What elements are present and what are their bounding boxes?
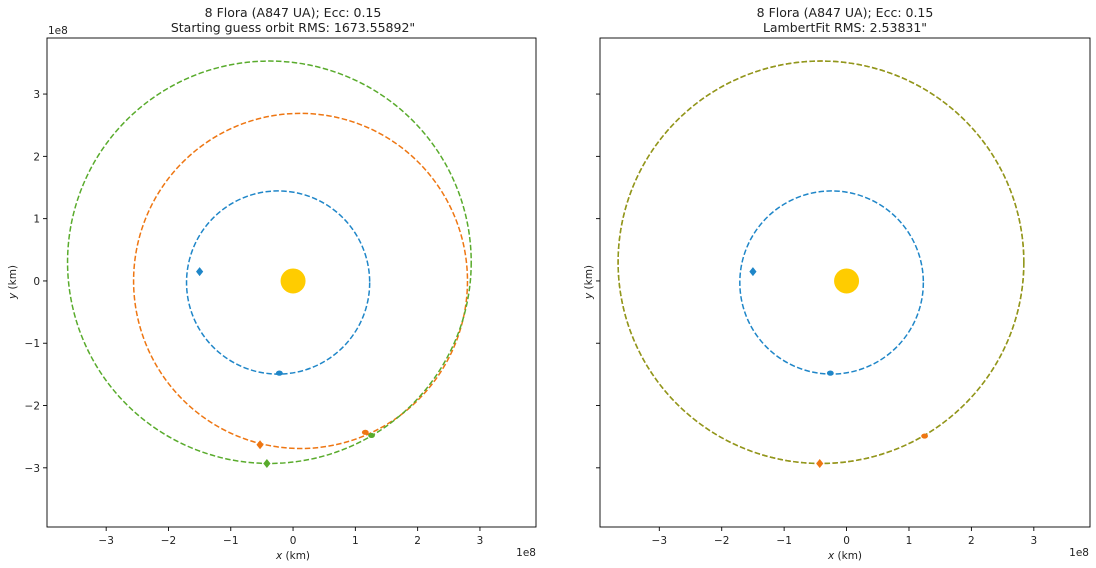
y-tick-label: 2 [33, 151, 40, 163]
sun-marker [834, 268, 860, 294]
x-tick-label: 0 [843, 535, 850, 547]
x-tick-label: 3 [1030, 535, 1037, 547]
position-marker [921, 433, 928, 439]
chart-panel-left: 8 Flora (A847 UA); Ecc: 0.15 Starting gu… [7, 5, 537, 562]
x-tick-label: −1 [223, 535, 238, 547]
sun-marker [280, 268, 306, 294]
position-marker [361, 429, 369, 435]
x-tick-label: 3 [477, 535, 484, 547]
y-axis-label: y (km) [7, 265, 19, 300]
position-marker [749, 267, 757, 277]
y-axis-exponent: 1e8 [48, 25, 68, 37]
orbit-path [617, 60, 1025, 465]
x-tick-label: −1 [776, 535, 791, 547]
x-axis-label: x (km) [827, 550, 862, 562]
x-tick-label: 0 [290, 535, 297, 547]
y-tick-label: −2 [25, 401, 40, 413]
position-marker [263, 458, 271, 468]
y-tick-label: −1 [25, 338, 40, 350]
x-axis-exponent: 1e8 [516, 547, 536, 559]
x-tick-label: −2 [161, 535, 176, 547]
orbit-path [66, 60, 472, 465]
chart-panel-right: 8 Flora (A847 UA); Ecc: 0.15 LambertFit … [583, 5, 1091, 562]
x-tick-label: 2 [414, 535, 421, 547]
x-axis-label: x (km) [275, 550, 310, 562]
x-tick-label: −3 [652, 535, 667, 547]
y-tick-label: −3 [25, 463, 40, 475]
orbit-path [185, 190, 371, 375]
y-tick-label: 1 [33, 214, 40, 226]
plot-area: −3 −2 −1 0 1 2 3 [596, 37, 1091, 547]
y-tick-label: 0 [33, 276, 40, 288]
x-tick-label: 2 [968, 535, 975, 547]
y-axis-label: y (km) [583, 265, 595, 300]
position-marker [826, 370, 834, 376]
position-marker [256, 440, 264, 450]
x-tick-label: 1 [352, 535, 359, 547]
orbit-path [617, 60, 1025, 465]
position-marker [368, 432, 375, 439]
orbit-path [739, 190, 925, 375]
plot-area: −3 −2 −1 0 1 2 3 −3 −2 −1 0 1 2 3 [25, 37, 537, 547]
x-tick-label: 1 [906, 535, 913, 547]
x-tick-label: −3 [98, 535, 113, 547]
chart-title-line1: 8 Flora (A847 UA); Ecc: 0.15 [757, 5, 934, 20]
orbit-path [132, 112, 469, 450]
x-tick-label: −2 [714, 535, 729, 547]
position-marker [196, 267, 204, 277]
chart-title-line1: 8 Flora (A847 UA); Ecc: 0.15 [205, 5, 382, 20]
position-marker [275, 370, 283, 376]
axes-frame [599, 37, 1091, 528]
position-marker [816, 458, 824, 468]
chart-title-line2: Starting guess orbit RMS: 1673.55892" [171, 20, 415, 35]
y-tick-label: 3 [33, 89, 40, 101]
x-axis-exponent: 1e8 [1069, 547, 1089, 559]
chart-title-line2: LambertFit RMS: 2.53831" [763, 20, 927, 35]
axes-frame [46, 37, 537, 528]
